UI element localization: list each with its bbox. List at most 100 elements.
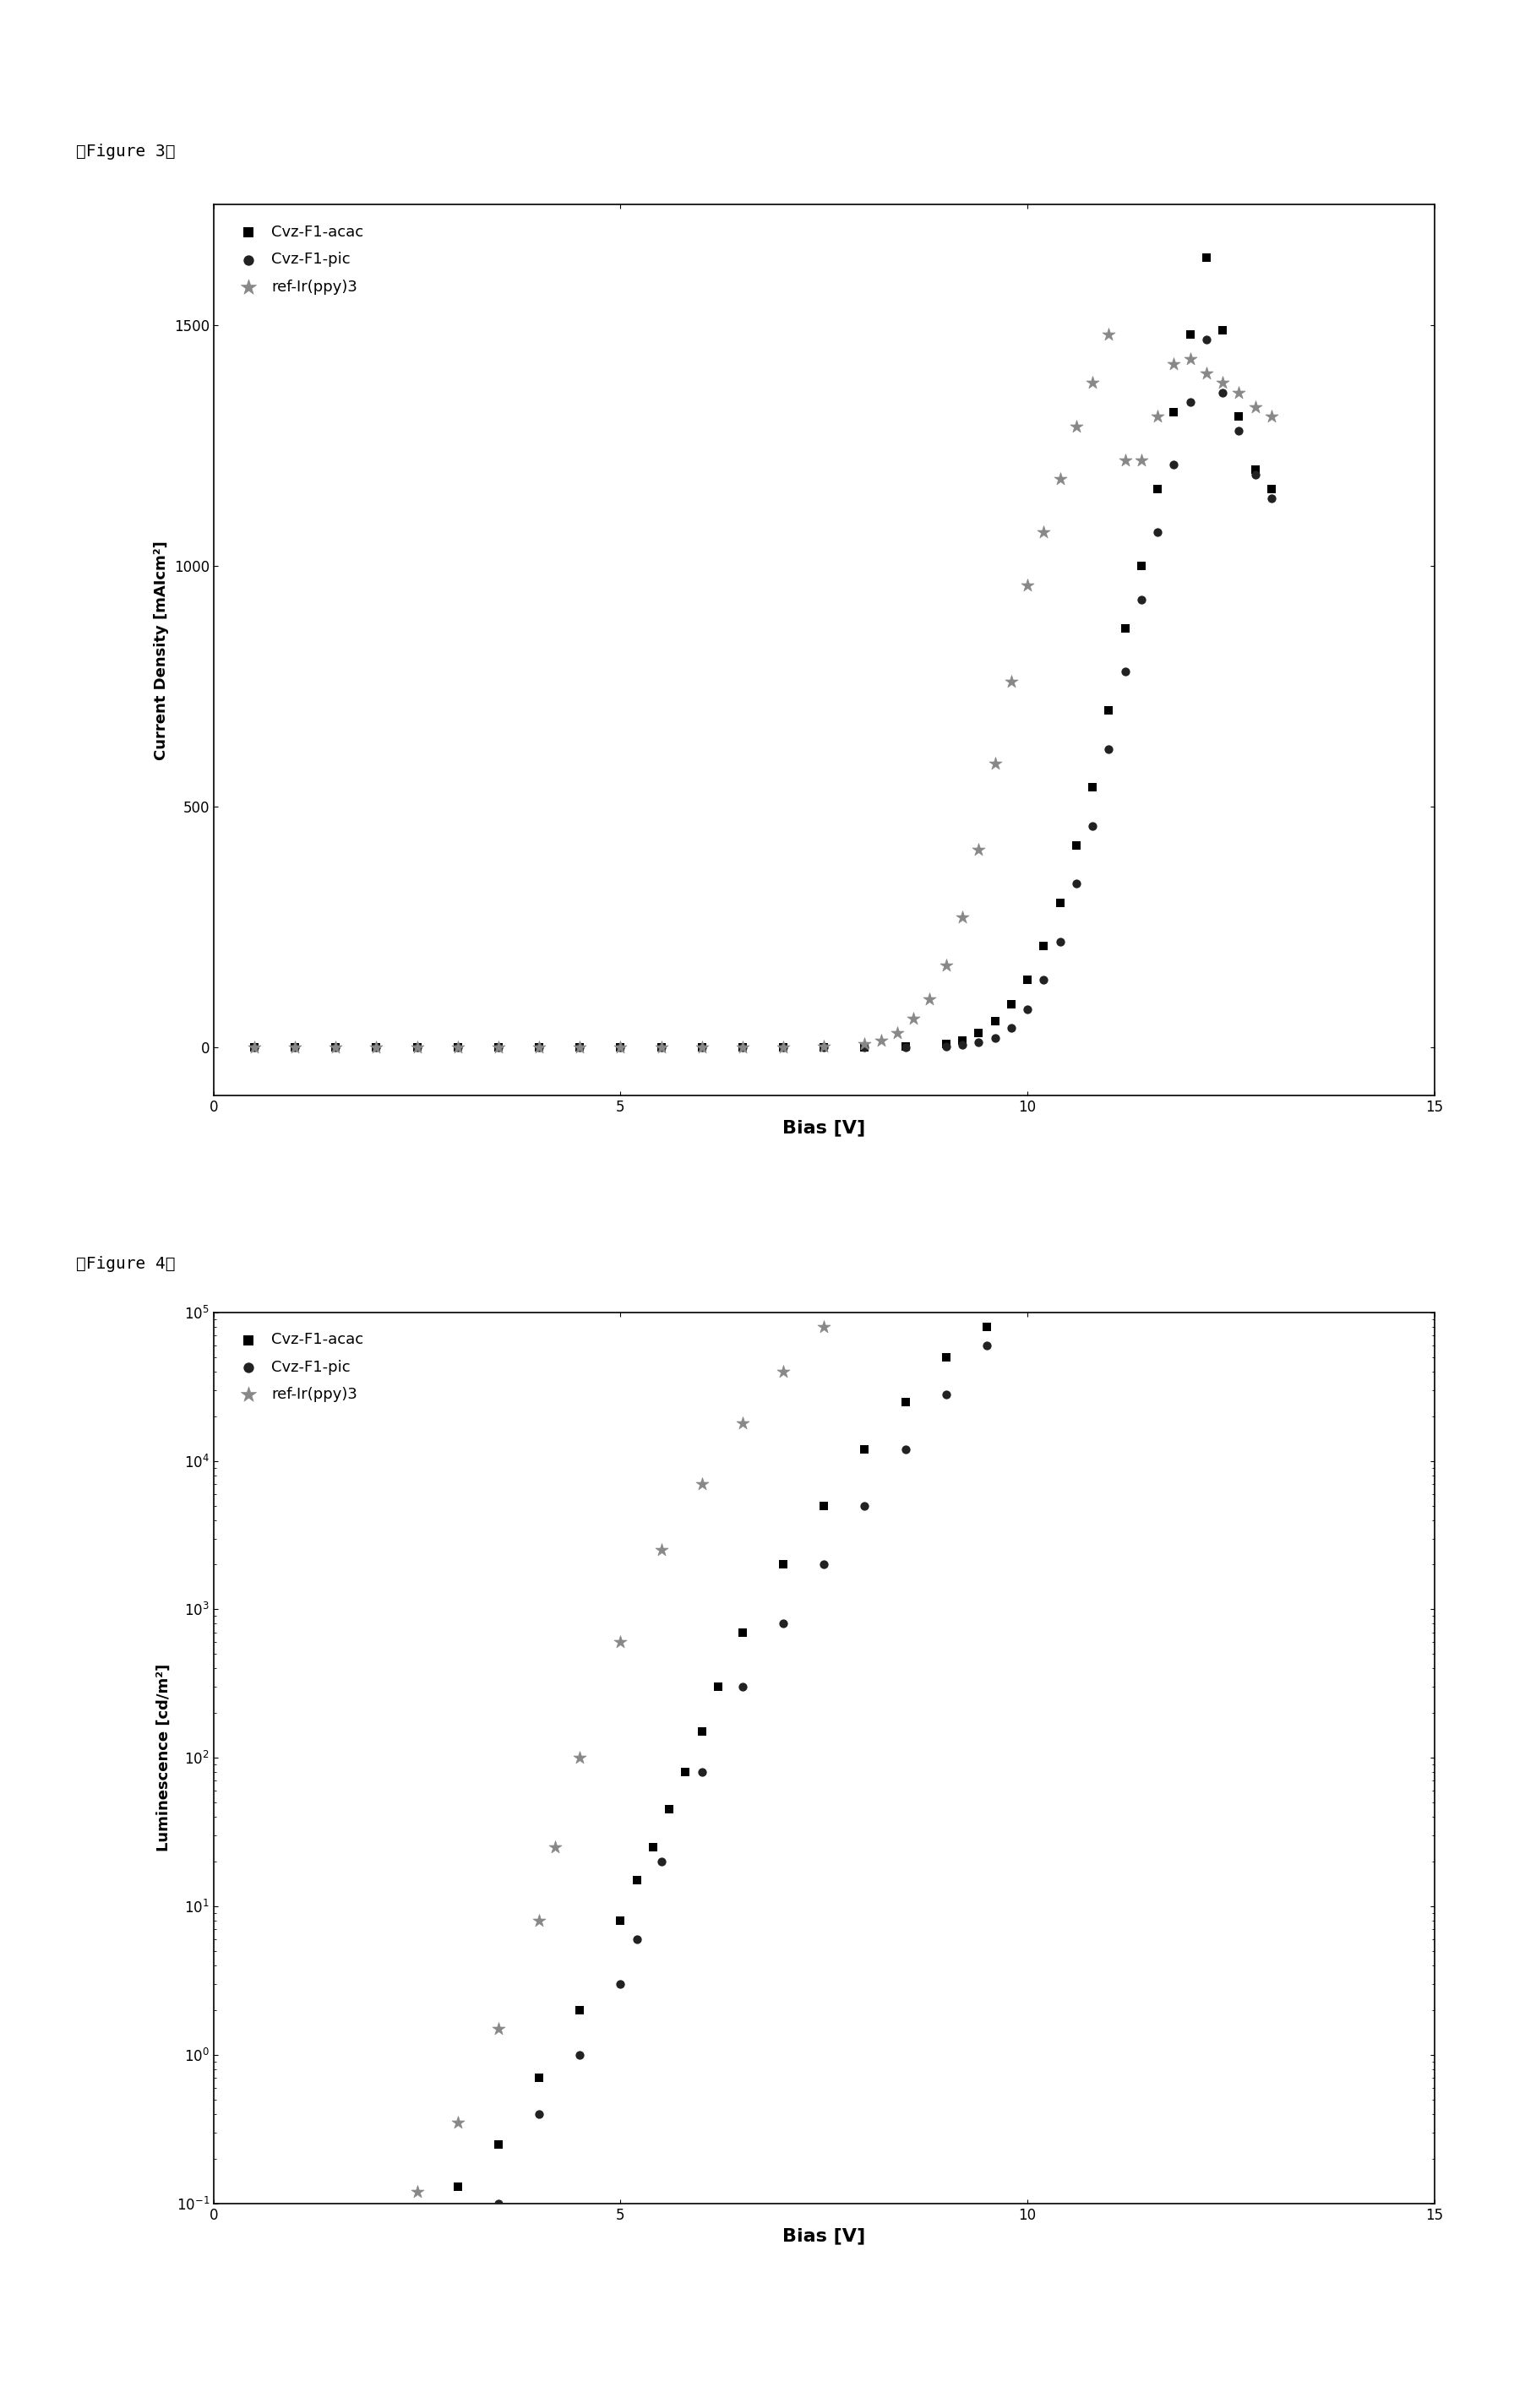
- Cvz-F1-pic: [608, 1965, 633, 2003]
- ref-Ir(ppy)3: [242, 1028, 267, 1067]
- ref-Ir(ppy)3: [1194, 354, 1218, 393]
- Cvz-F1-acac: [1136, 1182, 1161, 1221]
- Cvz-F1-pic: [965, 1023, 990, 1062]
- ref-Ir(ppy)3: [567, 1028, 592, 1067]
- ref-Ir(ppy)3: [868, 1021, 892, 1060]
- ref-Ir(ppy)3: [689, 1028, 714, 1067]
- Legend: Cvz-F1-acac, Cvz-F1-pic, ref-Ir(ppy)3: Cvz-F1-acac, Cvz-F1-pic, ref-Ir(ppy)3: [221, 1320, 375, 1413]
- Cvz-F1-pic: [999, 1009, 1023, 1047]
- Cvz-F1-acac: [567, 1028, 592, 1067]
- ref-Ir(ppy)3: [1177, 340, 1202, 378]
- ref-Ir(ppy)3: [1080, 364, 1104, 402]
- Cvz-F1-pic: [1014, 1281, 1039, 1320]
- Cvz-F1-acac: [1194, 238, 1218, 277]
- Cvz-F1-pic: [811, 1546, 836, 1584]
- Cvz-F1-pic: [445, 1028, 470, 1067]
- Cvz-F1-pic: [1258, 479, 1283, 518]
- ref-Ir(ppy)3: [884, 1014, 909, 1052]
- Cvz-F1-pic: [1145, 513, 1170, 551]
- ref-Ir(ppy)3: [404, 2172, 429, 2211]
- ref-Ir(ppy)3: [1112, 441, 1136, 479]
- Cvz-F1-acac: [1063, 826, 1087, 864]
- Cvz-F1-acac: [657, 1789, 682, 1828]
- ref-Ir(ppy)3: [1258, 397, 1283, 436]
- Cvz-F1-acac: [730, 1613, 755, 1652]
- Cvz-F1-acac: [982, 1002, 1007, 1040]
- Cvz-F1-pic: [1096, 1223, 1121, 1262]
- ref-Ir(ppy)3: [1063, 407, 1087, 445]
- Cvz-F1-pic: [486, 2184, 511, 2223]
- Cvz-F1-acac: [1014, 961, 1039, 999]
- Cvz-F1-pic: [1161, 445, 1185, 484]
- Cvz-F1-acac: [892, 1028, 917, 1067]
- Cvz-F1-pic: [567, 2035, 592, 2073]
- X-axis label: Bias [V]: Bias [V]: [782, 2227, 865, 2244]
- ref-Ir(ppy)3: [965, 831, 990, 869]
- Cvz-F1-acac: [892, 1382, 917, 1421]
- ref-Ir(ppy)3: [445, 1028, 470, 1067]
- Cvz-F1-acac: [1128, 547, 1153, 585]
- Cvz-F1-pic: [1096, 730, 1121, 768]
- ref-Ir(ppy)3: [852, 1023, 877, 1062]
- ref-Ir(ppy)3: [770, 1028, 795, 1067]
- Cvz-F1-pic: [974, 1327, 999, 1365]
- Cvz-F1-acac: [730, 1028, 755, 1067]
- ref-Ir(ppy)3: [999, 662, 1023, 701]
- Cvz-F1-acac: [640, 1828, 665, 1866]
- Cvz-F1-pic: [526, 1028, 551, 1067]
- ref-Ir(ppy)3: [1226, 373, 1250, 412]
- ref-Ir(ppy)3: [608, 1028, 633, 1067]
- ref-Ir(ppy)3: [933, 946, 958, 985]
- Cvz-F1-acac: [965, 1014, 990, 1052]
- Cvz-F1-pic: [1031, 961, 1055, 999]
- Cvz-F1-acac: [404, 1028, 429, 1067]
- Cvz-F1-acac: [950, 1021, 974, 1060]
- Cvz-F1-pic: [1209, 373, 1234, 412]
- ref-Ir(ppy)3: [526, 1028, 551, 1067]
- Cvz-F1-pic: [1055, 1247, 1080, 1286]
- Cvz-F1-pic: [1014, 990, 1039, 1028]
- Cvz-F1-acac: [1177, 315, 1202, 354]
- ref-Ir(ppy)3: [404, 1028, 429, 1067]
- Cvz-F1-pic: [1177, 383, 1202, 421]
- Cvz-F1-acac: [811, 1028, 836, 1067]
- Cvz-F1-acac: [648, 1028, 673, 1067]
- Cvz-F1-acac: [852, 1430, 877, 1469]
- Cvz-F1-pic: [1063, 864, 1087, 903]
- Cvz-F1-pic: [1226, 412, 1250, 450]
- ref-Ir(ppy)3: [689, 1464, 714, 1503]
- Cvz-F1-acac: [852, 1028, 877, 1067]
- ref-Ir(ppy)3: [1055, 1108, 1080, 1146]
- Cvz-F1-acac: [811, 1486, 836, 1524]
- ref-Ir(ppy)3: [811, 1308, 836, 1346]
- Cvz-F1-acac: [974, 1308, 999, 1346]
- Cvz-F1-acac: [1112, 609, 1136, 648]
- Cvz-F1-pic: [648, 1028, 673, 1067]
- ref-Ir(ppy)3: [811, 1028, 836, 1067]
- Cvz-F1-acac: [999, 985, 1023, 1023]
- ref-Ir(ppy)3: [1243, 388, 1267, 426]
- Cvz-F1-pic: [282, 1028, 307, 1067]
- ref-Ir(ppy)3: [608, 1623, 633, 1662]
- ref-Ir(ppy)3: [770, 1353, 795, 1392]
- Cvz-F1-pic: [933, 1375, 958, 1413]
- Cvz-F1-acac: [1096, 1204, 1121, 1243]
- Cvz-F1-pic: [242, 1028, 267, 1067]
- Cvz-F1-acac: [933, 1339, 958, 1377]
- ref-Ir(ppy)3: [950, 898, 974, 937]
- ref-Ir(ppy)3: [543, 1828, 567, 1866]
- Cvz-F1-acac: [673, 1753, 697, 1792]
- Cvz-F1-pic: [608, 1028, 633, 1067]
- Cvz-F1-pic: [323, 1028, 348, 1067]
- ref-Ir(ppy)3: [730, 1404, 755, 1442]
- Cvz-F1-pic: [730, 1669, 755, 1707]
- ref-Ir(ppy)3: [730, 1028, 755, 1067]
- ref-Ir(ppy)3: [1096, 1086, 1121, 1125]
- Cvz-F1-acac: [445, 1028, 470, 1067]
- Y-axis label: Current Density [mAIcm²]: Current Density [mAIcm²]: [154, 539, 169, 761]
- Cvz-F1-pic: [1136, 1204, 1161, 1243]
- Cvz-F1-acac: [689, 1028, 714, 1067]
- Cvz-F1-pic: [1112, 653, 1136, 691]
- Legend: Cvz-F1-acac, Cvz-F1-pic, ref-Ir(ppy)3: Cvz-F1-acac, Cvz-F1-pic, ref-Ir(ppy)3: [221, 212, 375, 306]
- ref-Ir(ppy)3: [1161, 344, 1185, 383]
